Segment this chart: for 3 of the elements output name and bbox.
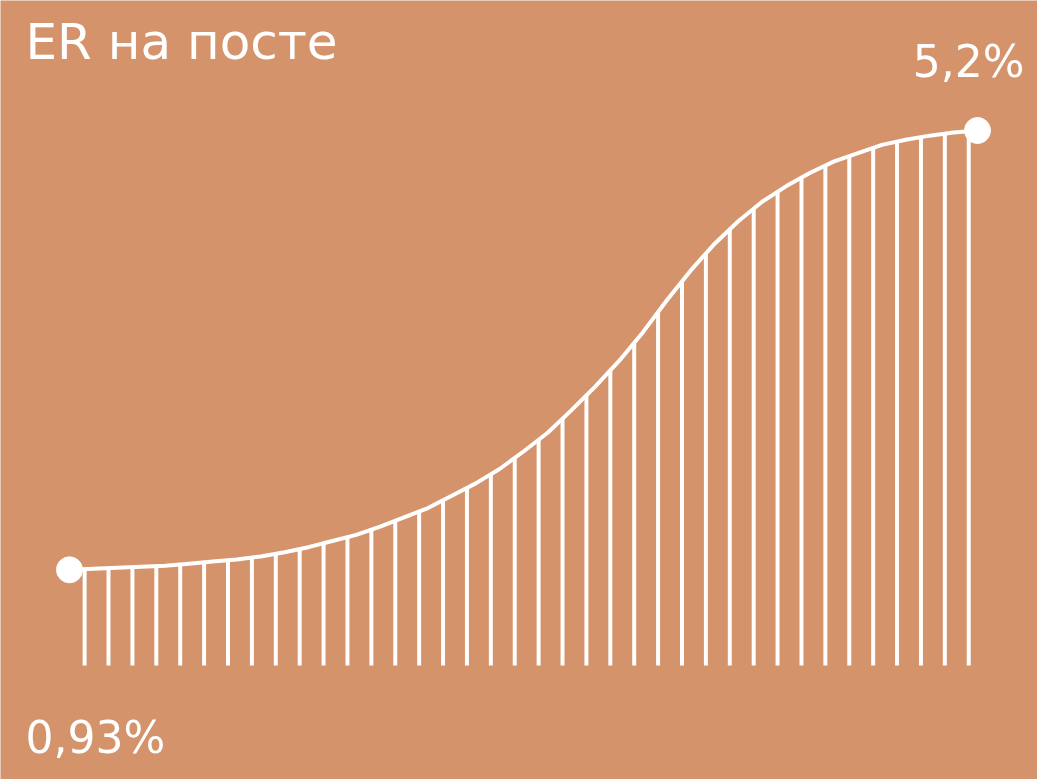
data-label: 5,2% [912, 35, 1025, 87]
chart-title: ER на посте [25, 12, 338, 71]
data-label: 0,93% [25, 711, 166, 763]
